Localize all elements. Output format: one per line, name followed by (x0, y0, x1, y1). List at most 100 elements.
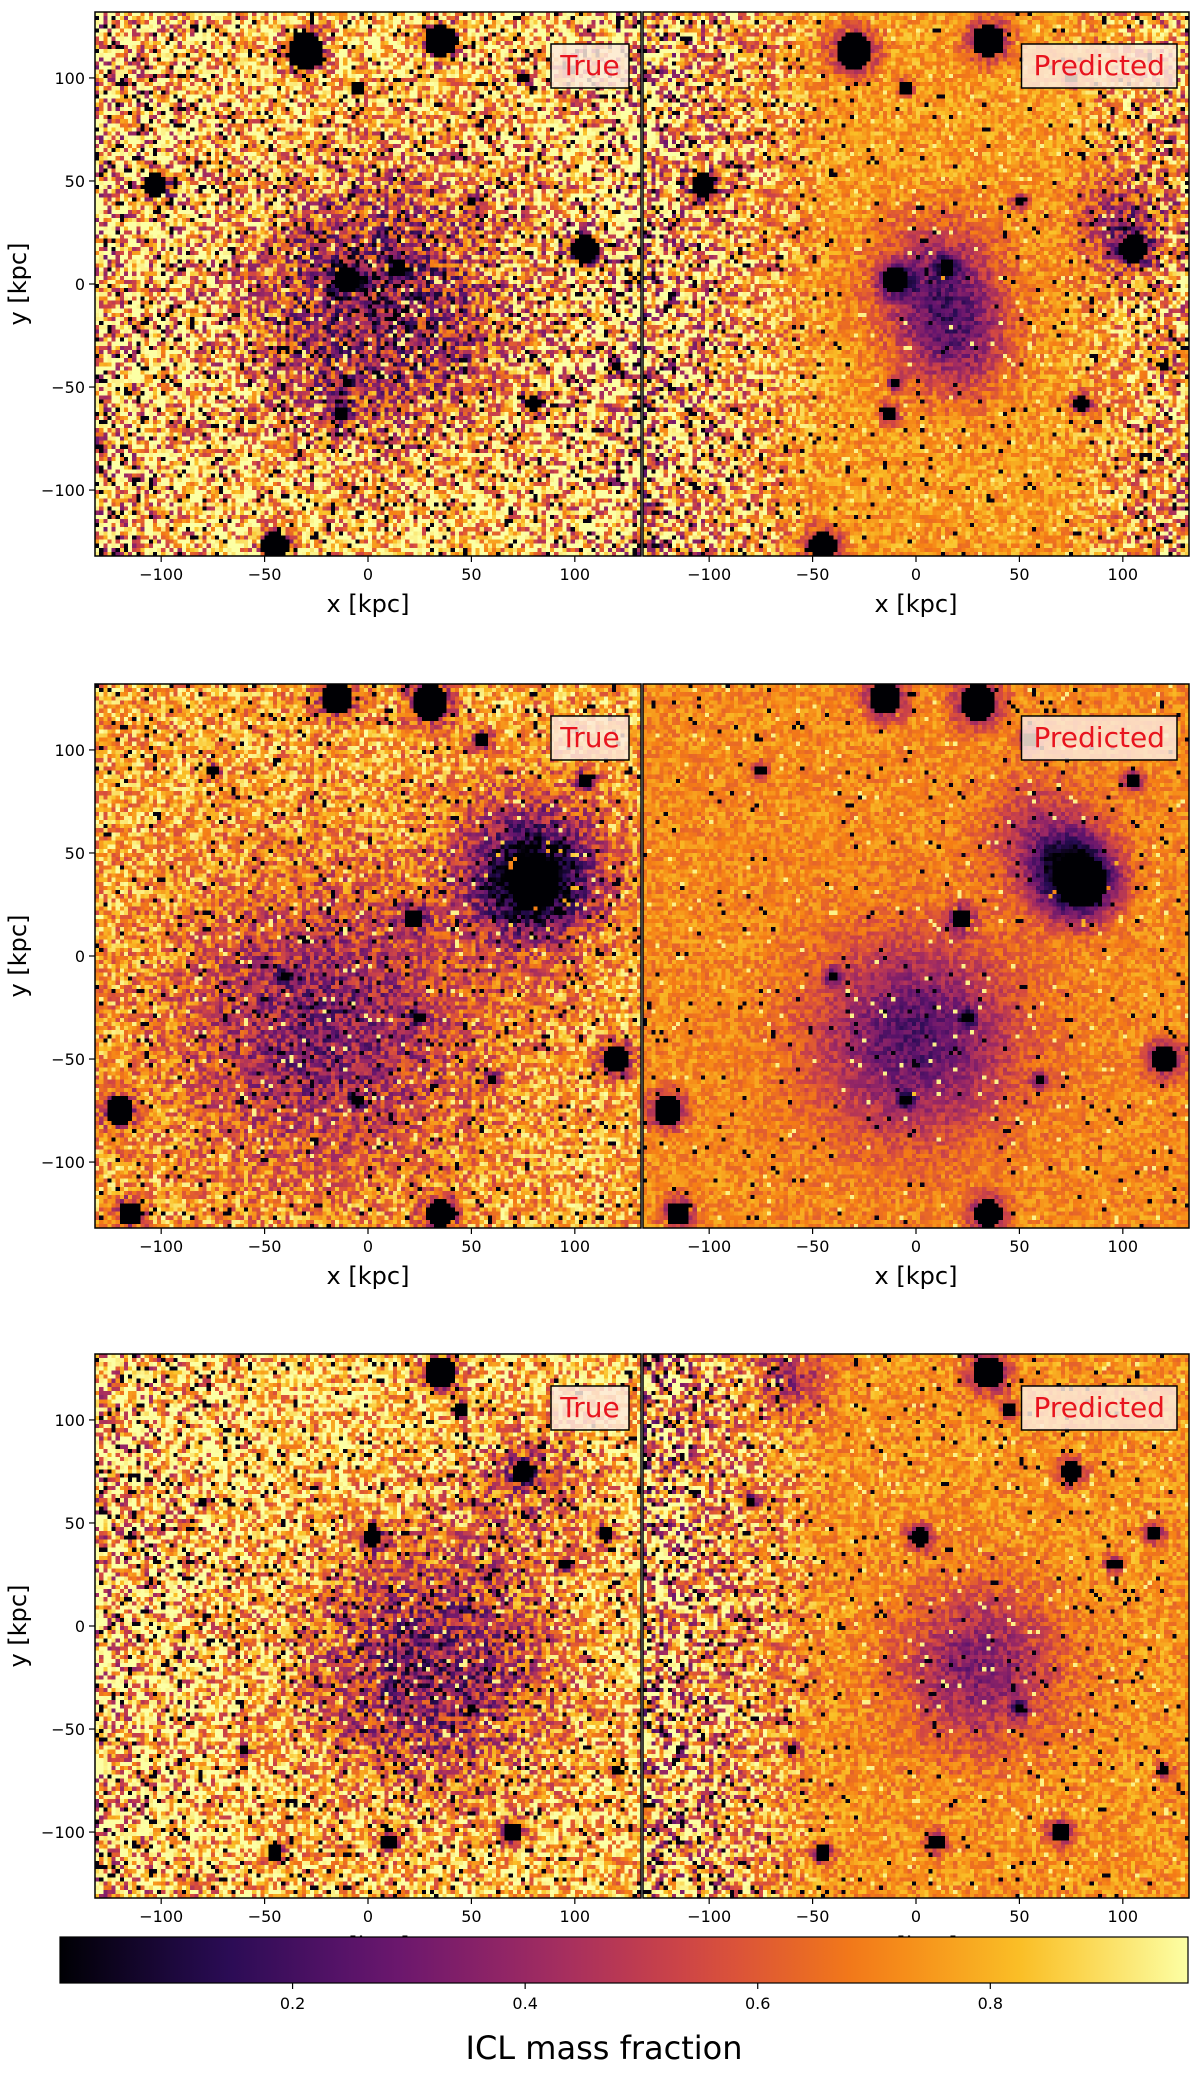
x-tick-label: −100 (687, 1907, 731, 1926)
panel-label-box (550, 1385, 630, 1431)
x-tick-label: −100 (687, 1237, 731, 1256)
x-tick-label: 100 (1108, 1907, 1139, 1926)
panel-label-box (1020, 715, 1178, 761)
panel-label: Predicted (1020, 715, 1178, 761)
y-axis: −100 −50 0 50 100 y [kpc] (4, 741, 95, 1172)
icl-map-image (95, 1354, 641, 1898)
x-tick-label: 50 (1009, 1907, 1029, 1926)
figure-row-1: True −100 −50 0 50 100 x [kpc] −100 −50 0 50 100 y [… (4, 11, 1190, 618)
x-tick-label: 50 (461, 565, 481, 584)
y-tick-label: 50 (65, 844, 85, 863)
y-tick-label: 50 (65, 1514, 85, 1533)
x-tick-label: −50 (796, 1907, 830, 1926)
x-axis: −100 −50 0 50 100 x [kpc] (139, 556, 590, 618)
x-tick-label: 50 (461, 1237, 481, 1256)
panel-label-text: Predicted (1034, 1391, 1165, 1424)
y-tick-label: 100 (54, 1411, 85, 1430)
x-axis-label: x [kpc] (875, 1262, 958, 1290)
x-tick-label: −100 (139, 1907, 183, 1926)
y-tick-label: 0 (75, 1617, 85, 1636)
panel-label-text: Predicted (1034, 721, 1165, 754)
icl-map-image (95, 12, 641, 556)
x-tick-label: −50 (796, 1237, 830, 1256)
panel-label: True (550, 715, 630, 761)
x-axis: −100 −50 0 50 100 x [kpc] (687, 1228, 1138, 1290)
y-axis-label: y [kpc] (4, 243, 32, 326)
y-tick-label: −100 (41, 481, 85, 500)
x-tick-label: 50 (1009, 1237, 1029, 1256)
x-tick-label: 100 (1108, 1237, 1139, 1256)
panel-label-text: True (559, 721, 619, 754)
colorbar: 0.2 0.4 0.6 0.8 ICL mass fraction (59, 1936, 1189, 2067)
colorbar-tick-label: 0.6 (745, 1994, 770, 2013)
y-tick-label: 0 (75, 947, 85, 966)
y-axis-label: y [kpc] (4, 1585, 32, 1668)
x-tick-label: 100 (560, 565, 591, 584)
colorbar-label: ICL mass fraction (466, 2029, 743, 2067)
panel-label: True (550, 1385, 630, 1431)
x-tick-label: 0 (363, 565, 373, 584)
panel-label: True (550, 43, 630, 89)
y-tick-label: 50 (65, 172, 85, 191)
x-axis-label: x [kpc] (327, 590, 410, 618)
y-tick-label: −50 (51, 1720, 85, 1739)
x-axis: −100 −50 0 50 100 x [kpc] (687, 556, 1138, 618)
y-tick-label: 100 (54, 69, 85, 88)
x-tick-label: −100 (139, 565, 183, 584)
x-tick-label: 50 (461, 1907, 481, 1926)
true-panel: True −100 −50 0 50 100 x [kpc] −100 −50 0 50 100 y [… (4, 11, 642, 618)
y-tick-label: 0 (75, 275, 85, 294)
panel-label-box (550, 43, 630, 89)
x-tick-label: −50 (248, 1907, 282, 1926)
y-tick-label: −50 (51, 1050, 85, 1069)
panel-label-box (1020, 43, 1178, 89)
y-axis-label: y [kpc] (4, 915, 32, 998)
x-tick-label: 0 (363, 1907, 373, 1926)
icl-map-image (643, 1354, 1189, 1898)
x-axis-label: x [kpc] (327, 1262, 410, 1290)
x-tick-label: 100 (560, 1237, 591, 1256)
panel-label-text: True (559, 1391, 619, 1424)
x-tick-label: 0 (911, 1907, 921, 1926)
y-axis: −100 −50 0 50 100 y [kpc] (4, 69, 95, 500)
x-tick-label: −50 (248, 565, 282, 584)
icl-map-image (643, 684, 1189, 1228)
panel-label-box (550, 715, 630, 761)
panel-label-box (1020, 1385, 1178, 1431)
icl-map-image (95, 684, 641, 1228)
x-axis-label: x [kpc] (875, 590, 958, 618)
y-axis: −100 −50 0 50 100 y [kpc] (4, 1411, 95, 1842)
icl-map-image (643, 12, 1189, 556)
panel-label-text: True (559, 49, 619, 82)
colorbar-tick-label: 0.2 (280, 1994, 305, 2013)
colorbar-bar (59, 1936, 1189, 1984)
x-tick-label: 100 (1108, 565, 1139, 584)
figure-row-2: True −100 −50 0 50 100 x [kpc] −100 −50 0 50 100 y [… (4, 683, 1190, 1290)
panel-label-text: Predicted (1034, 49, 1165, 82)
y-tick-label: −100 (41, 1823, 85, 1842)
x-axis: −100 −50 0 50 100 x [kpc] (139, 1228, 590, 1290)
x-tick-label: 100 (560, 1907, 591, 1926)
true-panel: True −100 −50 0 50 100 x [kpc] −100 −50 0 50 100 y [… (4, 683, 642, 1290)
x-tick-label: 0 (363, 1237, 373, 1256)
figure-rows: True −100 −50 0 50 100 x [kpc] −100 −50 0 50 100 y [… (4, 11, 1190, 1960)
colorbar-tick-label: 0.4 (512, 1994, 537, 2013)
panel-label: Predicted (1020, 1385, 1178, 1431)
x-tick-label: −50 (796, 565, 830, 584)
x-tick-label: −100 (139, 1237, 183, 1256)
y-tick-label: −50 (51, 378, 85, 397)
colorbar-tick-label: 0.8 (978, 1994, 1003, 2013)
y-tick-label: −100 (41, 1153, 85, 1172)
x-tick-label: 0 (911, 1237, 921, 1256)
x-tick-label: 50 (1009, 565, 1029, 584)
x-tick-label: −100 (687, 565, 731, 584)
panel-label: Predicted (1020, 43, 1178, 89)
y-tick-label: 100 (54, 741, 85, 760)
predicted-panel: Predicted −100 −50 0 50 100 x [kpc] (642, 683, 1190, 1290)
x-tick-label: −50 (248, 1237, 282, 1256)
